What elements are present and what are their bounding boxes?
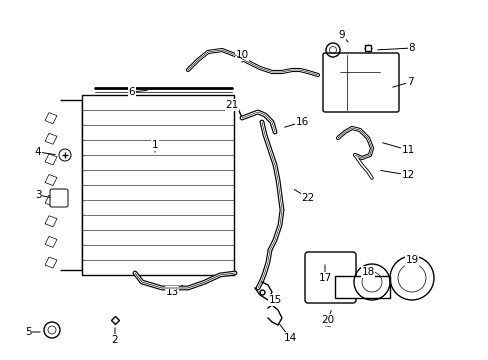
Polygon shape — [45, 237, 57, 247]
Text: 17: 17 — [318, 273, 331, 283]
Text: 3: 3 — [35, 190, 41, 200]
Text: 9: 9 — [338, 30, 345, 40]
Text: 1: 1 — [151, 140, 158, 150]
Text: 8: 8 — [408, 43, 414, 53]
Text: 20: 20 — [321, 315, 334, 325]
Polygon shape — [45, 113, 57, 123]
Polygon shape — [45, 175, 57, 185]
Polygon shape — [45, 154, 57, 165]
Text: 19: 19 — [405, 255, 418, 265]
Text: 14: 14 — [283, 333, 296, 343]
Text: 21: 21 — [225, 100, 238, 110]
Polygon shape — [45, 216, 57, 227]
Text: 4: 4 — [35, 147, 41, 157]
Text: 7: 7 — [406, 77, 412, 87]
Text: 12: 12 — [401, 170, 414, 180]
Bar — [334, 276, 389, 298]
Text: 15: 15 — [268, 295, 281, 305]
Text: 16: 16 — [295, 117, 308, 127]
Polygon shape — [45, 257, 57, 268]
Polygon shape — [45, 133, 57, 144]
FancyBboxPatch shape — [323, 53, 398, 112]
FancyBboxPatch shape — [50, 189, 68, 207]
Bar — [82, 95, 234, 275]
FancyBboxPatch shape — [305, 252, 355, 303]
Polygon shape — [45, 195, 57, 206]
Text: 13: 13 — [165, 287, 178, 297]
Text: 11: 11 — [401, 145, 414, 155]
Text: 10: 10 — [235, 50, 248, 60]
Text: 2: 2 — [111, 335, 118, 345]
Text: 5: 5 — [24, 327, 31, 337]
Text: 22: 22 — [301, 193, 314, 203]
Text: 6: 6 — [128, 87, 135, 97]
Text: 18: 18 — [361, 267, 374, 277]
